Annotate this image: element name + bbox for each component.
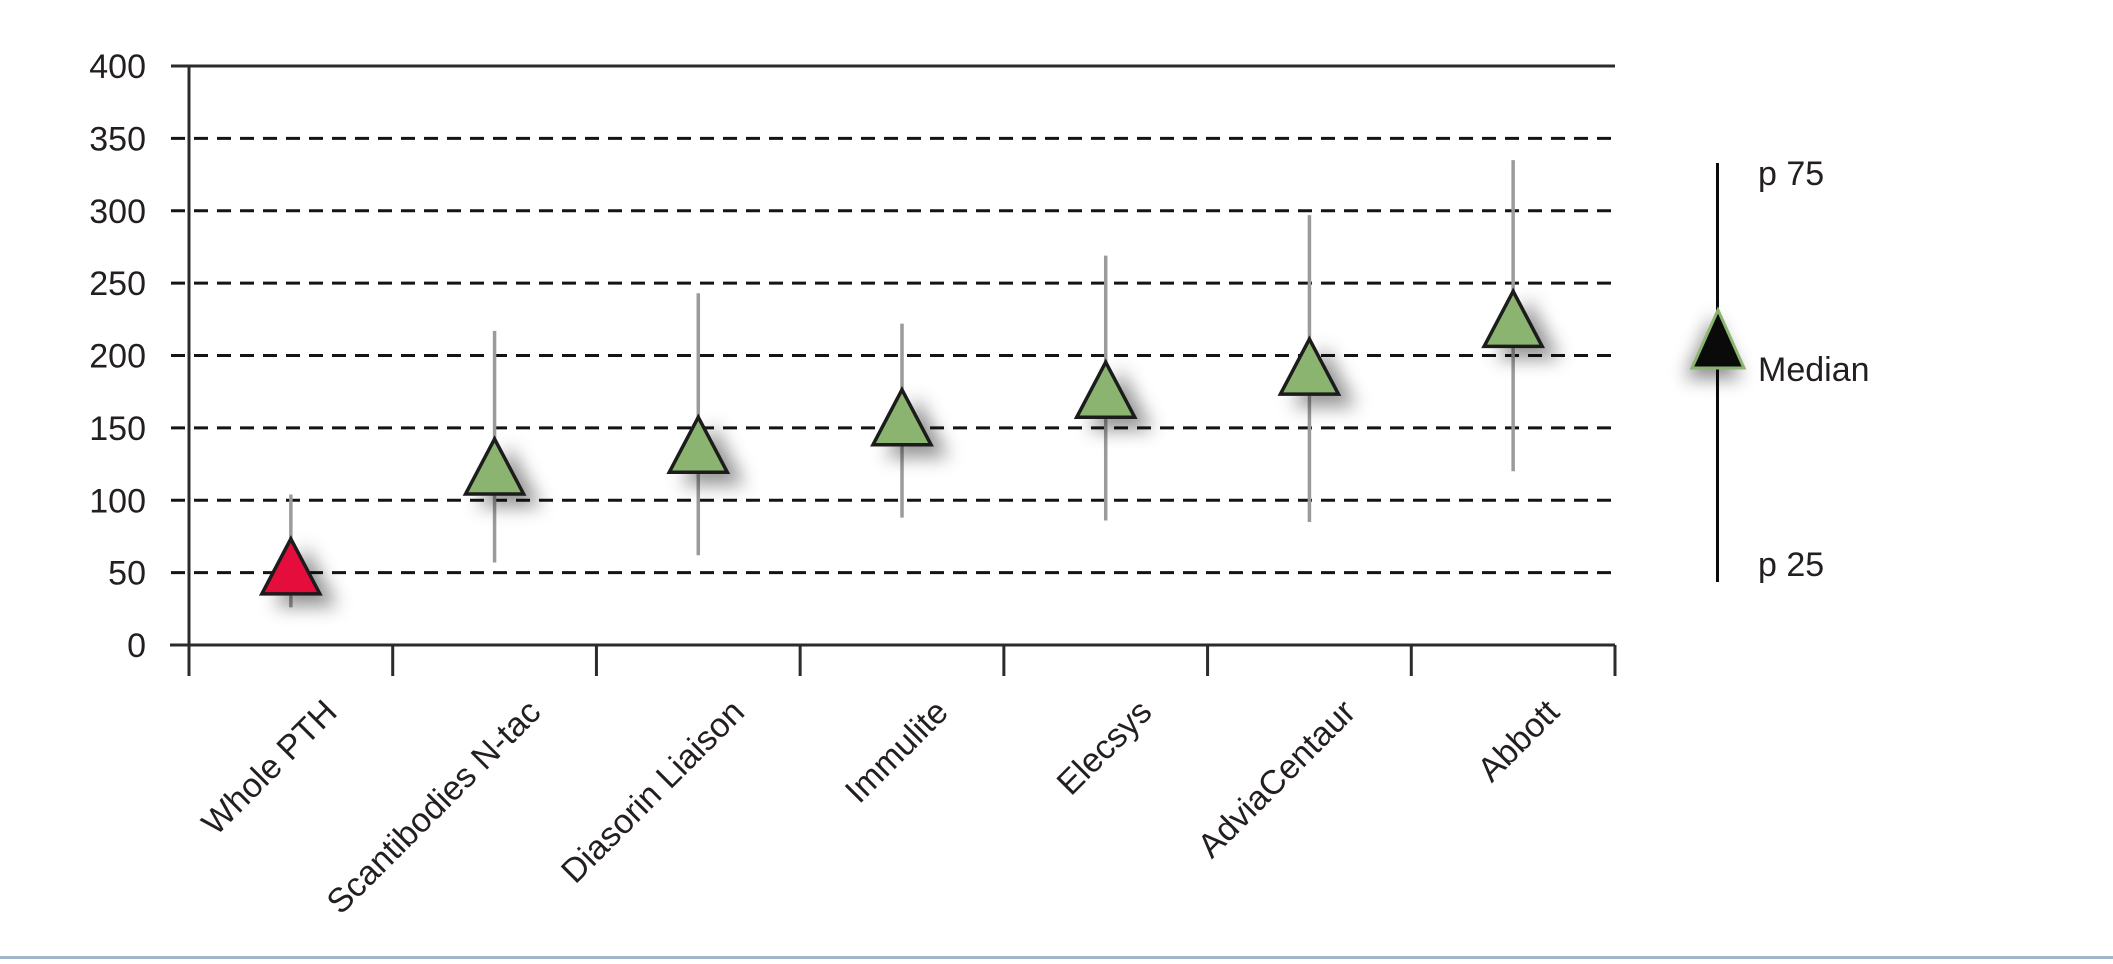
category-label-1: Whole PTH [195, 693, 345, 843]
y-tick-label-300: 300 [89, 193, 146, 231]
gridlines [171, 136, 1615, 575]
category-label-2: Scantibodies N-tac [320, 693, 549, 922]
data-markers [258, 160, 1546, 608]
legend-median-triangle-icon [1689, 306, 1747, 370]
median-triangle [1277, 335, 1342, 396]
y-tick-label-200: 200 [89, 338, 146, 376]
marker-elecsys [1073, 255, 1138, 521]
marker-abbott [1481, 160, 1546, 472]
median-triangle [462, 435, 527, 496]
marker-diasorin-liaison [666, 293, 731, 556]
y-tick-label-250: 250 [89, 265, 146, 303]
bottom-rule [0, 956, 2113, 959]
axes [170, 64, 1617, 676]
category-label-7: Abbott [1470, 692, 1567, 789]
legend-p25-label: p 25 [1758, 546, 1825, 584]
marker-whole-pth [258, 494, 323, 608]
y-tick-label-350: 350 [89, 120, 146, 158]
median-triangle [666, 413, 731, 474]
category-label-5: Elecsys [1050, 693, 1160, 803]
median-triangle [258, 535, 323, 596]
median-triangle [1481, 287, 1546, 349]
y-tick-label-100: 100 [89, 482, 146, 520]
legend-p75-label: p 75 [1758, 155, 1825, 193]
y-tick-label-0: 0 [127, 627, 146, 665]
marker-scantibodies-n-tac [462, 330, 527, 563]
category-label-3: Diasorin Liaison [554, 693, 752, 891]
axis-labels: 0 50 100 150 200 250 300 350 400 Whole PTHScantib… [89, 48, 1567, 921]
marker-adviacentaur [1277, 215, 1342, 522]
median-triangle [1073, 358, 1138, 419]
y-tick-label-150: 150 [89, 410, 146, 448]
category-label-4: Immulite [838, 693, 956, 811]
y-tick-label-50: 50 [108, 555, 146, 593]
legend-median-label: Median [1758, 351, 1870, 389]
marker-immulite [870, 323, 934, 518]
legend-whisker-line [1716, 163, 1719, 582]
category-label-6: AdviaCentaur [1191, 693, 1364, 866]
y-tick-label-400: 400 [89, 48, 146, 86]
median-triangle [870, 385, 934, 447]
